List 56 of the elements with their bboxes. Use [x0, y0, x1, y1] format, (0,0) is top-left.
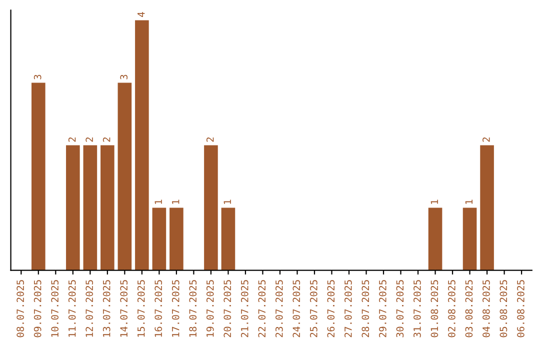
x-tick-label: 23.07.2025 — [275, 280, 283, 338]
x-tick-label: 02.08.2025 — [448, 280, 456, 338]
data-label: 2 — [206, 137, 214, 142]
data-label: 3 — [120, 74, 128, 80]
bar — [118, 82, 132, 270]
x-tick-label: 27.07.2025 — [344, 280, 352, 338]
x-tick-label: 03.08.2025 — [465, 280, 473, 338]
data-label: 2 — [86, 137, 93, 142]
x-tick-label: 09.07.2025 — [34, 280, 42, 338]
x-tick-label: 25.07.2025 — [310, 280, 318, 338]
x-tick-label: 10.07.2025 — [51, 280, 59, 337]
bar — [83, 145, 98, 270]
x-tick-label: 22.07.2025 — [258, 280, 266, 338]
x-tick-label: 08.07.2025 — [16, 280, 24, 338]
x-tick-label: 12.07.2025 — [86, 280, 94, 337]
x-tick-label: 18.07.2025 — [189, 280, 197, 337]
x-tick-label: 30.07.2025 — [396, 280, 404, 338]
data-label: 1 — [465, 200, 472, 204]
x-tick-label: 15.07.2025 — [137, 280, 145, 337]
bar — [480, 145, 494, 270]
x-tick-label: 13.07.2025 — [102, 280, 110, 337]
x-tick-label: 16.07.2025 — [154, 280, 162, 337]
x-tick-label: 11.07.2025 — [68, 280, 76, 337]
bar — [100, 145, 114, 270]
bar — [135, 20, 149, 270]
data-label: 1 — [430, 200, 438, 204]
x-tick-label: 21.07.2025 — [240, 280, 248, 338]
x-tick-label: 28.07.2025 — [362, 280, 370, 338]
x-tick-label: 29.07.2025 — [379, 280, 386, 338]
x-tick-label: 17.07.2025 — [172, 280, 180, 337]
bar — [66, 145, 80, 270]
data-label: 1 — [224, 200, 231, 204]
bar — [32, 82, 46, 270]
data-label: 2 — [68, 137, 76, 142]
x-tick-label: 26.07.2025 — [327, 280, 335, 338]
x-tick-label: 06.08.2025 — [517, 280, 524, 338]
data-label: 2 — [482, 137, 490, 142]
x-tick-label: 31.07.2025 — [414, 280, 421, 338]
x-tick-label: 24.07.2025 — [292, 280, 300, 338]
data-label: 4 — [138, 12, 145, 17]
bar — [170, 208, 184, 270]
x-tick-label: 04.08.2025 — [482, 280, 490, 338]
data-label: 1 — [154, 200, 162, 204]
x-tick-label: 20.07.2025 — [224, 280, 232, 338]
x-tick-label: 05.08.2025 — [500, 280, 508, 338]
bar — [221, 208, 236, 270]
bar — [204, 145, 218, 270]
data-label: 1 — [172, 200, 180, 204]
data-label: 3 — [34, 74, 42, 80]
x-tick-label: 14.07.2025 — [120, 280, 128, 337]
x-tick-label: 01.08.2025 — [430, 280, 438, 338]
data-label: 2 — [102, 137, 110, 142]
x-tick-label: 19.07.2025 — [206, 280, 214, 337]
bar — [152, 208, 166, 270]
bar — [462, 208, 477, 270]
bar — [428, 208, 442, 270]
